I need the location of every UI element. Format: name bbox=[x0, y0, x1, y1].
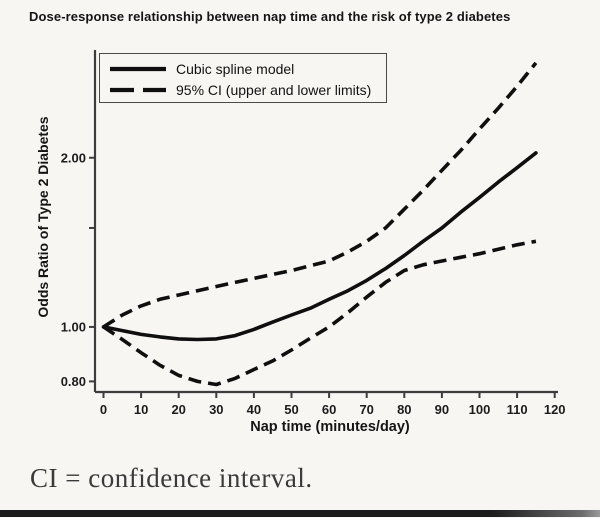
series-ci-upper bbox=[102, 61, 538, 329]
legend-entry-ci: 95% CI (upper and lower limits) bbox=[108, 79, 378, 100]
x-tick-label: 40 bbox=[247, 402, 261, 417]
series-spline bbox=[101, 151, 538, 342]
x-tick-label: 30 bbox=[209, 402, 223, 417]
y-tick-label: 0.80 bbox=[61, 374, 86, 389]
dashed-line-swatch-icon bbox=[110, 87, 166, 92]
legend-label-spline: Cubic spline model bbox=[176, 60, 295, 77]
y-axis-title: Odds Ratio of Type 2 Diabetes bbox=[35, 116, 51, 318]
x-tick-label: 0 bbox=[100, 402, 107, 417]
footnote-text: CI = confidence interval. bbox=[30, 463, 313, 493]
solid-line-swatch-icon bbox=[110, 66, 166, 71]
chart-title: Dose-response relationship between nap t… bbox=[29, 9, 511, 24]
x-tick-label: 20 bbox=[171, 402, 185, 417]
y-tick-label: 2.00 bbox=[61, 150, 86, 165]
chart-canvas: 0 10 20 30 40 50 60 70 80 90 100 110 120 0.80 1.00 2.00 bbox=[61, 50, 566, 417]
x-tick-label: 50 bbox=[284, 402, 298, 417]
legend-label-ci: 95% CI (upper and lower limits) bbox=[176, 81, 372, 98]
legend-box: Cubic spline model 95% CI (upper and low… bbox=[99, 53, 387, 103]
x-tick-label: 100 bbox=[469, 402, 491, 417]
bottom-divider-bar bbox=[0, 510, 600, 517]
x-tick-label: 70 bbox=[359, 402, 373, 417]
x-axis-title: Nap time (minutes/day) bbox=[250, 419, 410, 435]
series-ci-lower bbox=[102, 239, 537, 387]
x-tick-label: 110 bbox=[507, 402, 528, 417]
x-tick-label: 120 bbox=[544, 402, 566, 417]
x-tick-label: 60 bbox=[322, 402, 336, 417]
y-tick-label: 1.00 bbox=[61, 319, 86, 334]
x-tick-label: 90 bbox=[435, 402, 449, 417]
legend-entry-spline: Cubic spline model bbox=[108, 58, 378, 79]
x-tick-label: 80 bbox=[397, 402, 411, 417]
x-tick-label: 10 bbox=[134, 402, 148, 417]
